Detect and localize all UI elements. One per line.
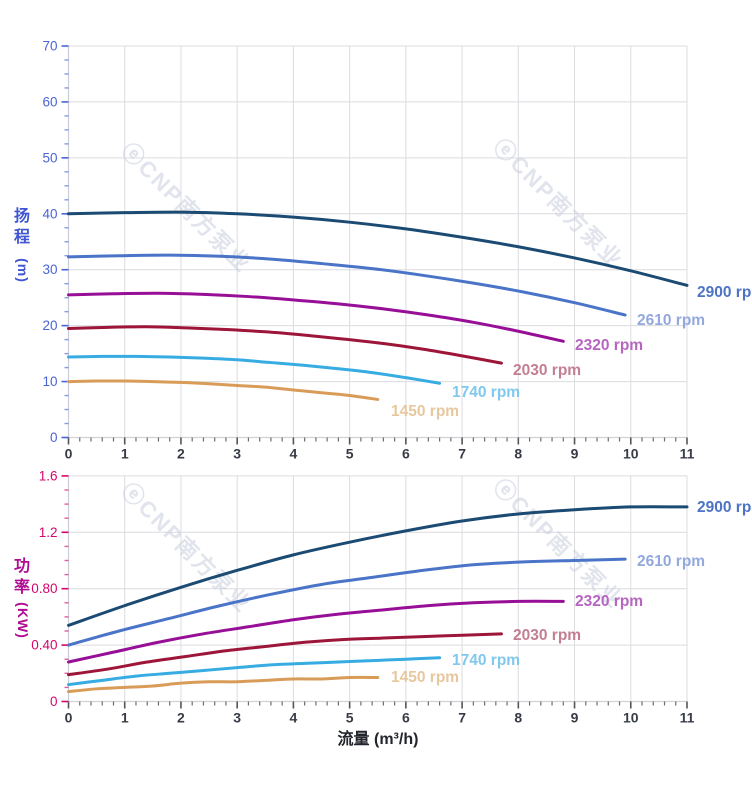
x-tick-label: 1: [121, 446, 129, 462]
x-tick-label: 11: [680, 710, 695, 726]
curve-2030-rpm: [67, 632, 503, 677]
curve-1450-rpm: [67, 379, 380, 401]
x-tick-label: 5: [346, 710, 354, 726]
series-label: 1740 rpm: [452, 384, 520, 401]
x-tick-label: 5: [346, 446, 354, 462]
curve-2610-rpm: [67, 253, 627, 317]
series-label: 1740 rpm: [452, 652, 520, 669]
series-label: 2610 rpm: [637, 312, 705, 329]
x-tick-label: 0: [65, 446, 73, 462]
x-tick-label: 6: [402, 446, 410, 462]
y-tick-label: 1.6: [39, 468, 58, 483]
curve-2610-rpm: [67, 557, 627, 647]
x-tick-label: 11: [680, 446, 695, 462]
y-tick-label: 50: [42, 150, 57, 165]
curve-2900-rpm: [67, 210, 689, 287]
x-tick-label: 0: [65, 710, 73, 726]
series-label: 2900 rpm: [697, 284, 752, 301]
x-tick-label: 7: [458, 710, 466, 726]
x-tick-label: 8: [514, 710, 522, 726]
y-tick-label: 0: [50, 694, 58, 709]
x-tick-label: 4: [290, 710, 298, 726]
x-tick-label: 7: [458, 446, 466, 462]
x-tick-label: 4: [290, 446, 298, 462]
power-axis-title-char: 功: [13, 558, 30, 575]
y-tick-label: 0.40: [31, 638, 57, 653]
y-tick-label: 0.80: [31, 581, 57, 596]
y-tick-label: 0: [50, 430, 58, 445]
y-tick-label: 10: [42, 374, 57, 389]
head-axis-title-char: 程: [13, 229, 30, 246]
x-tick-label: 10: [623, 710, 639, 726]
x-tick-label: 3: [233, 710, 241, 726]
head-axis-title-char: 扬: [13, 208, 30, 225]
x-tick-label: 2: [177, 446, 185, 462]
watermark-text: ⓔCNP南方泵业: [116, 478, 256, 618]
y-tick-label: 20: [42, 318, 57, 333]
series-label: 1450 rpm: [391, 669, 459, 686]
series-label: 2030 rpm: [513, 362, 581, 379]
curve-1450-rpm: [67, 675, 380, 694]
series-label: 1450 rpm: [391, 403, 459, 420]
series-label: 2320 rpm: [575, 337, 643, 354]
series-label: 2320 rpm: [575, 593, 643, 610]
y-tick-label: 30: [42, 262, 57, 277]
y-tick-label: 60: [42, 94, 57, 109]
series-label: 2610 rpm: [637, 553, 705, 570]
head-axis-unit: (m): [14, 258, 31, 283]
curve-2030-rpm: [67, 325, 503, 365]
curve-2320-rpm: [67, 291, 565, 343]
curve-2900-rpm: [67, 505, 689, 627]
x-tick-label: 6: [402, 710, 410, 726]
power-axis-title: 功 率 (KW): [7, 556, 37, 639]
x-tick-label: 9: [571, 710, 579, 726]
flow-axis-title: 流量 (m³/h): [337, 731, 419, 748]
power-axis-title-char: 率: [13, 579, 30, 596]
x-tick-label: 1: [121, 710, 129, 726]
curve-1740-rpm: [67, 656, 442, 687]
x-tick-label: 3: [233, 446, 241, 462]
y-tick-label: 1.2: [39, 525, 58, 540]
series-label: 2030 rpm: [513, 627, 581, 644]
x-tick-label: 9: [571, 446, 579, 462]
watermark-text: ⓔCNP南方泵业: [488, 134, 628, 274]
curve-2320-rpm: [67, 599, 565, 664]
x-tick-label: 10: [623, 446, 639, 462]
y-tick-label: 70: [42, 39, 57, 54]
head-axis-title: 扬 程 (m): [7, 206, 37, 283]
curve-1740-rpm: [67, 354, 442, 385]
x-tick-label: 8: [514, 446, 522, 462]
x-tick-label: 2: [177, 710, 185, 726]
y-tick-label: 40: [42, 206, 57, 221]
power-axis-unit: (KW): [14, 602, 31, 639]
series-label: 2900 rpm: [697, 499, 752, 516]
